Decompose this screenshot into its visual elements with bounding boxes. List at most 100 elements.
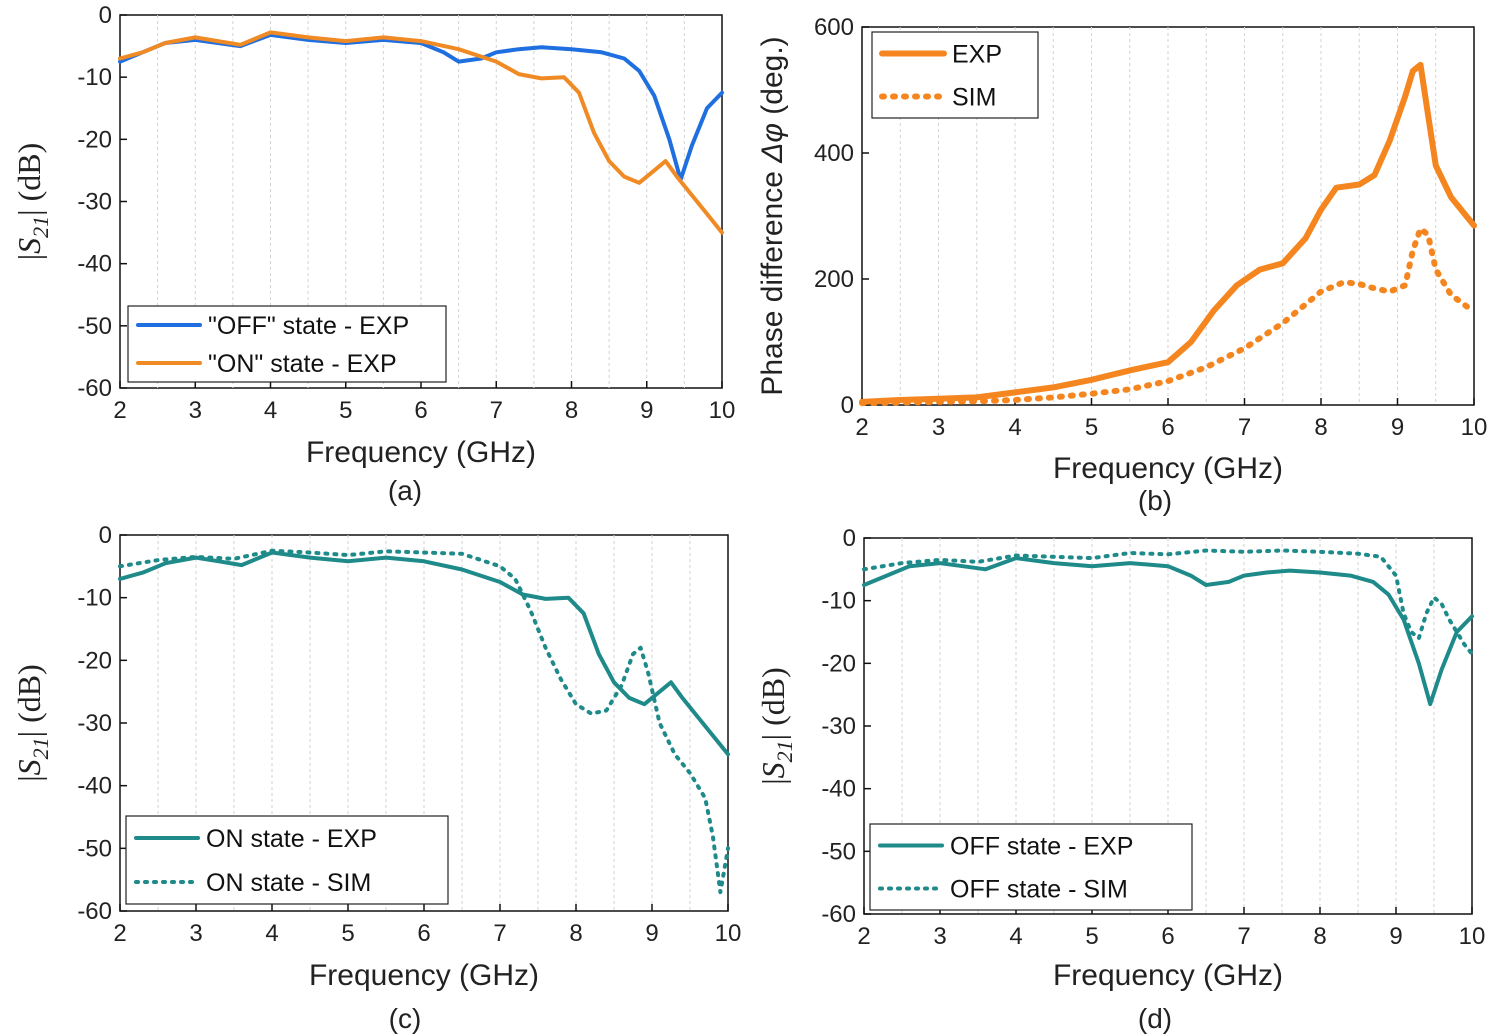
x-tick-label: 4 bbox=[1009, 923, 1022, 950]
x-axis-label: Frequency (GHz) bbox=[1053, 959, 1283, 992]
y-label-prefix: | bbox=[11, 254, 47, 260]
y-tick-label: -30 bbox=[77, 189, 112, 216]
legend-label: ON state - SIM bbox=[206, 869, 371, 897]
x-axis-label: Frequency (GHz) bbox=[309, 959, 539, 992]
x-tick-label: 7 bbox=[1237, 923, 1250, 950]
x-tick-label: 5 bbox=[1085, 414, 1098, 441]
x-tick-label: 6 bbox=[414, 397, 427, 424]
x-tick-label: 9 bbox=[645, 920, 658, 947]
y-tick-label: -50 bbox=[77, 313, 112, 340]
panel-caption: (a) bbox=[388, 475, 422, 506]
x-tick-label: 7 bbox=[1238, 414, 1251, 441]
y-tick-label: -40 bbox=[77, 773, 112, 800]
x-tick-label: 7 bbox=[490, 397, 503, 424]
legend-label: "OFF" state - EXP bbox=[208, 312, 409, 340]
legend-box bbox=[125, 815, 449, 905]
y-label-subscript: 21 bbox=[28, 737, 53, 759]
legend-label: "ON" state - EXP bbox=[208, 350, 397, 378]
x-tick-label: 4 bbox=[264, 397, 277, 424]
x-tick-label: 3 bbox=[933, 923, 946, 950]
x-tick-label: 8 bbox=[1313, 923, 1326, 950]
x-tick-label: 8 bbox=[1314, 414, 1327, 441]
y-tick-label: -30 bbox=[821, 713, 856, 740]
series-line-1 bbox=[118, 30, 724, 235]
panel-d: (d) 2 3 4 5 6 7 8 9 10 0 -10 -20 -30 -40 -50 -60 Frequen… bbox=[755, 525, 1485, 1034]
x-tick-label: 2 bbox=[857, 923, 870, 950]
x-tick-label: 6 bbox=[1161, 923, 1174, 950]
x-tick-label: 7 bbox=[493, 920, 506, 947]
y-tick-label: -20 bbox=[77, 647, 112, 674]
x-tick-label: 10 bbox=[1461, 414, 1488, 441]
series-line-1 bbox=[862, 548, 1474, 656]
x-tick-label: 3 bbox=[189, 397, 202, 424]
y-label-symbol: S bbox=[755, 762, 791, 778]
y-label-symbol: S bbox=[11, 759, 47, 775]
x-tick-label: 6 bbox=[417, 920, 430, 947]
x-tick-label: 5 bbox=[341, 920, 354, 947]
y-tick-label: -50 bbox=[821, 838, 856, 865]
y-tick-label: -10 bbox=[821, 588, 856, 615]
panel-b: (b) 2 3 4 5 6 7 8 9 10 0 200 400 600 Frequency (GHz) P… bbox=[756, 14, 1487, 516]
x-axis-label: Frequency (GHz) bbox=[306, 436, 536, 469]
y-label-suffix: | (dB) bbox=[755, 667, 791, 740]
y-label-suffix: | (dB) bbox=[11, 143, 47, 216]
x-tick-label: 10 bbox=[715, 920, 742, 947]
y-label-subscript: 21 bbox=[772, 740, 797, 762]
y-label-symbol: Δφ bbox=[756, 123, 789, 164]
legend-box bbox=[127, 305, 447, 383]
x-tick-label: 10 bbox=[709, 397, 736, 424]
x-tick-label: 5 bbox=[1085, 923, 1098, 950]
x-tick-label: 2 bbox=[113, 397, 126, 424]
series-line-1 bbox=[859, 225, 1477, 407]
legend-label: ON state - EXP bbox=[206, 825, 377, 853]
panel-c: (c) 2 3 4 5 6 7 8 9 10 0 -10 -20 -30 -40 -50 -60 Frequen… bbox=[11, 522, 741, 1034]
y-tick-label: 0 bbox=[841, 392, 854, 419]
y-tick-label: 0 bbox=[843, 525, 856, 552]
y-tick-label: 400 bbox=[814, 140, 854, 167]
x-tick-label: 4 bbox=[1008, 414, 1021, 441]
y-label-prefix: | bbox=[755, 778, 791, 784]
y-tick-label: 0 bbox=[99, 522, 112, 549]
y-tick-label: 600 bbox=[814, 14, 854, 41]
x-tick-label: 3 bbox=[189, 920, 202, 947]
y-tick-label: 200 bbox=[814, 266, 854, 293]
y-tick-label: 0 bbox=[99, 2, 112, 29]
x-tick-label: 4 bbox=[265, 920, 278, 947]
y-label-prefix: Phase difference bbox=[756, 163, 789, 396]
x-tick-label: 9 bbox=[1389, 923, 1402, 950]
panel-caption: (b) bbox=[1138, 485, 1172, 516]
y-tick-label: -40 bbox=[77, 251, 112, 278]
series-line-0 bbox=[862, 556, 1474, 707]
y-tick-label: -60 bbox=[77, 375, 112, 402]
panel-a: (a) 2 3 4 5 6 7 8 9 10 0 -10 -20 -30 -40 -50 -60 Frequen… bbox=[11, 2, 735, 506]
legend-label: SIM bbox=[952, 84, 996, 112]
y-tick-label: -30 bbox=[77, 710, 112, 737]
x-tick-label: 10 bbox=[1459, 923, 1486, 950]
x-tick-label: 9 bbox=[640, 397, 653, 424]
y-label-symbol: S bbox=[11, 238, 47, 254]
y-label-subscript: 21 bbox=[28, 216, 53, 238]
legend-label: OFF state - SIM bbox=[950, 876, 1128, 904]
y-label-suffix: | (dB) bbox=[11, 664, 47, 737]
series-line-1 bbox=[118, 548, 730, 895]
y-tick-label: -50 bbox=[77, 835, 112, 862]
legend-box bbox=[869, 823, 1193, 911]
y-axis-label: Phase difference Δφ (deg.) bbox=[756, 36, 789, 395]
x-tick-label: 2 bbox=[113, 920, 126, 947]
x-tick-label: 3 bbox=[932, 414, 945, 441]
x-tick-label: 8 bbox=[565, 397, 578, 424]
x-tick-label: 2 bbox=[855, 414, 868, 441]
x-tick-label: 6 bbox=[1161, 414, 1174, 441]
x-tick-label: 9 bbox=[1391, 414, 1404, 441]
legend-box bbox=[871, 31, 1039, 119]
x-tick-label: 5 bbox=[339, 397, 352, 424]
panel-caption: (d) bbox=[1138, 1003, 1172, 1034]
legend-label: OFF state - EXP bbox=[950, 833, 1133, 861]
x-tick-label: 8 bbox=[569, 920, 582, 947]
y-tick-label: -60 bbox=[77, 898, 112, 925]
y-tick-label: -10 bbox=[77, 585, 112, 612]
series-line-0 bbox=[859, 61, 1477, 405]
panel-caption: (c) bbox=[389, 1003, 422, 1034]
y-label-prefix: | bbox=[11, 775, 47, 781]
